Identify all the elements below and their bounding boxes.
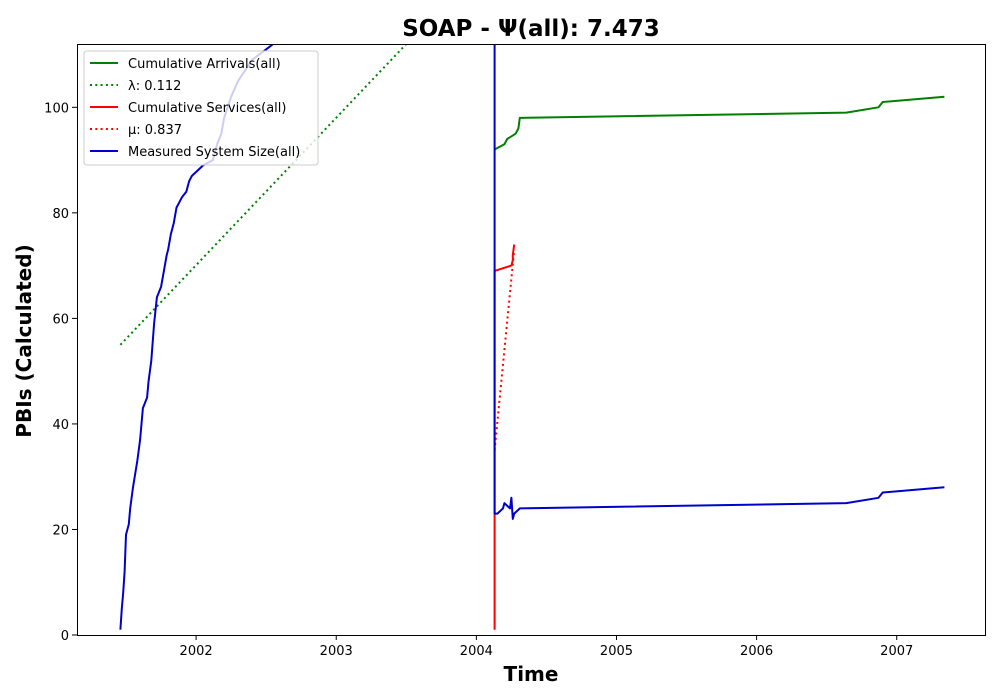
x-tick-label: 2007 (880, 644, 913, 659)
y-tick-label: 20 (52, 523, 69, 538)
y-axis-ticks: 0 20 40 60 80 100 (44, 101, 77, 644)
y-tick-label: 80 (52, 207, 69, 222)
legend-label: Cumulative Services(all) (128, 101, 286, 116)
x-tick-label: 2003 (320, 644, 353, 659)
x-axis-title: Time (504, 662, 559, 686)
series-line-3 (493, 244, 516, 630)
legend: Cumulative Arrivals(all) λ: 0.112 Cumulati… (83, 50, 319, 166)
x-tick-label: 2002 (180, 644, 213, 659)
legend-label: μ: 0.837 (128, 123, 182, 138)
x-tick-label: 2006 (740, 644, 773, 659)
x-tick-label: 2005 (600, 644, 633, 659)
chart-title: SOAP - Ψ(all): 7.473 (402, 16, 660, 42)
series-line-4 (493, 249, 516, 451)
legend-label: Measured System Size(all) (128, 145, 300, 160)
series-line-2 (119, 44, 408, 346)
y-tick-label: 60 (52, 312, 69, 327)
x-axis-ticks: 2002 2003 2004 2005 2006 2007 (180, 635, 913, 659)
legend-box (83, 50, 319, 166)
x-tick-label: 2004 (460, 644, 493, 659)
legend-label: Cumulative Arrivals(all) (128, 57, 281, 72)
series-line-1 (494, 95, 945, 151)
series-line-5-segment-2 (493, 44, 945, 520)
y-tick-label: 40 (52, 418, 69, 433)
y-tick-label: 100 (44, 101, 69, 116)
y-tick-label: 0 (61, 629, 69, 644)
legend-label: λ: 0.112 (128, 79, 181, 94)
plot-frame (77, 44, 986, 636)
y-axis-title: PBIs (Calculated) (12, 244, 36, 437)
